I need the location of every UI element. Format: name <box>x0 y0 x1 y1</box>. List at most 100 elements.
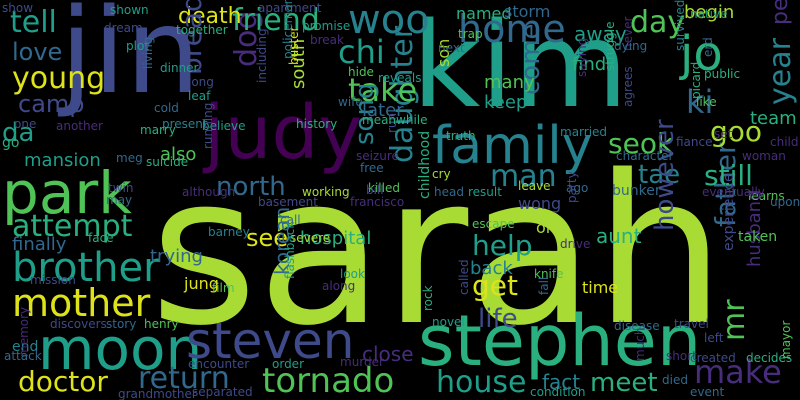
word-picard: picard <box>689 61 703 99</box>
word-woman: woman <box>742 149 786 163</box>
word-including: including <box>255 28 269 83</box>
word-leave: leave <box>518 179 551 193</box>
word-learns: learns <box>748 189 785 203</box>
word-apartment: apartment <box>258 1 322 15</box>
word-meanwhile: meanwhile <box>362 113 428 127</box>
word-present: present <box>162 117 208 131</box>
word-meg: meg <box>116 151 143 165</box>
word-ki: ki <box>686 83 714 121</box>
word-ago: ago <box>566 181 589 195</box>
word-result: result <box>468 185 502 199</box>
word-decides: decides <box>746 351 793 365</box>
word-go: go <box>2 135 20 151</box>
word-head: head <box>434 185 464 199</box>
word-year: year <box>763 38 798 105</box>
word-hospital: hospital <box>300 228 372 249</box>
word-another: another <box>56 119 103 133</box>
word-call: call <box>280 213 301 227</box>
word-rock: rock <box>421 285 435 311</box>
word-kim: kim <box>412 0 629 134</box>
word-killed: killed <box>368 181 400 195</box>
word-saying: saying <box>575 37 589 77</box>
word-film: film <box>212 281 235 295</box>
word-order: order <box>272 357 304 371</box>
word-also: also <box>160 144 197 165</box>
word-keep: keep <box>484 92 528 113</box>
word-eventually: eventually <box>702 185 765 199</box>
word-home: home <box>458 7 566 51</box>
word-family: family <box>432 116 593 176</box>
word-novel: novel <box>432 315 465 329</box>
word-cry: cry <box>432 167 451 181</box>
word-back: back <box>470 258 513 279</box>
word-one: one <box>14 117 37 131</box>
word-severe: severe <box>290 231 331 245</box>
word-aunt: aunt <box>596 224 642 248</box>
word-goo: goo <box>710 115 763 148</box>
word-tae: tae <box>638 160 681 190</box>
word-house: house <box>436 365 527 400</box>
word-grandmother: grandmother <box>118 387 197 400</box>
word-wife: wife <box>338 95 363 109</box>
word-together: together <box>176 23 228 37</box>
word-begin: begin <box>684 2 735 23</box>
word-jung: jung <box>184 274 219 293</box>
word-seok: seok <box>608 127 674 160</box>
word-leaf: leaf <box>188 89 211 103</box>
word-attempt: attempt <box>12 209 133 244</box>
word-escape: escape <box>472 217 515 231</box>
word-agrees: agrees <box>621 66 635 107</box>
word-brother: brother <box>12 245 160 291</box>
word-running: running <box>201 102 215 149</box>
word-set: set <box>714 127 733 141</box>
word-long: long <box>188 75 214 89</box>
word-cold: cold <box>154 101 179 115</box>
word-friend: friend <box>232 3 320 38</box>
word-finally: finally <box>12 234 67 255</box>
word-story: story <box>106 317 137 331</box>
word-end: end <box>12 339 39 355</box>
word-people: people <box>768 0 793 25</box>
word-created: created <box>690 351 736 365</box>
word-truth: truth <box>446 129 476 143</box>
word-travel: travel <box>674 317 709 331</box>
word-sarah: sarah <box>150 131 726 371</box>
word-show: show <box>2 1 34 15</box>
word-team: team <box>750 108 797 129</box>
word-help: help <box>472 229 533 262</box>
word-seizure: seizure <box>356 149 399 163</box>
word-dying: dying <box>614 39 648 53</box>
word-promise: promise <box>302 19 351 33</box>
word-life: life <box>478 304 518 334</box>
word-camp: camp <box>18 90 85 118</box>
word-death: death <box>178 4 242 29</box>
word-wong: wong <box>518 194 562 213</box>
word-named: named <box>456 4 512 23</box>
word-moon: moon <box>38 315 203 383</box>
word-reveals: reveals <box>378 71 422 85</box>
word-old: old <box>536 218 561 237</box>
word-find: find <box>572 54 607 75</box>
word-believe: believe <box>202 119 246 133</box>
word-break: break <box>310 33 344 47</box>
word-chi: chi <box>338 33 385 71</box>
word-many: many <box>484 72 535 93</box>
word-fiance: fiance <box>676 135 713 149</box>
word-plot: plot <box>126 39 149 53</box>
word-much: much <box>633 327 647 362</box>
word-working: working <box>302 185 350 199</box>
word-may: may <box>106 193 133 207</box>
word-mayor: mayor <box>779 320 793 359</box>
word-dream: dream <box>104 21 143 35</box>
word-childhood: childhood <box>417 130 433 199</box>
word-return: return <box>138 361 230 396</box>
word-condition: condition <box>530 385 586 399</box>
word-history: history <box>296 117 338 131</box>
word-discovers: discovers <box>50 317 107 331</box>
word-short: short <box>666 349 697 363</box>
word-da: da <box>2 118 35 148</box>
word-drive: drive <box>560 237 591 251</box>
word-called: called <box>457 259 471 295</box>
word-party: party <box>565 171 579 203</box>
